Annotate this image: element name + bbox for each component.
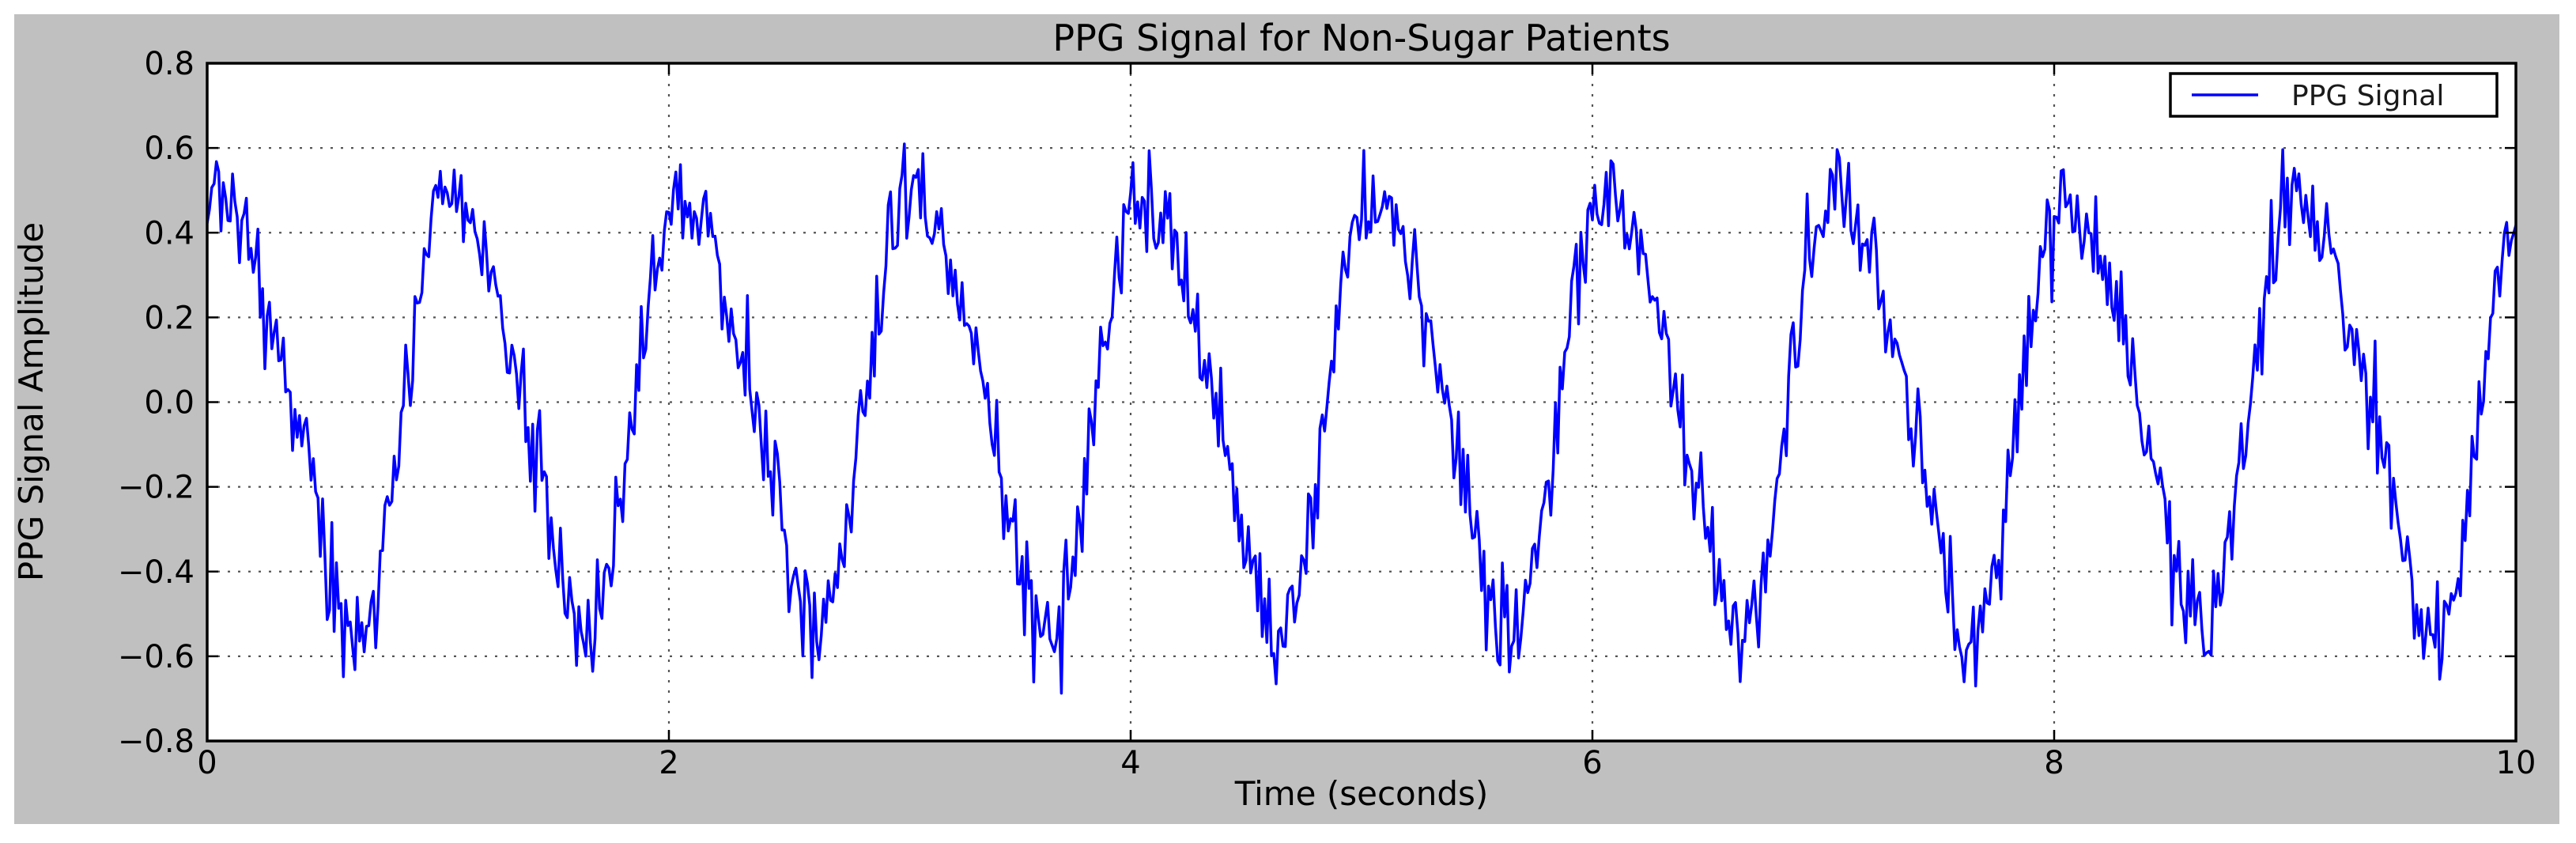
y-tick-label: 0.8 — [144, 46, 195, 82]
y-tick-label: −0.4 — [118, 554, 195, 591]
y-tick-label: −0.2 — [118, 470, 195, 506]
y-tick-label: −0.8 — [118, 724, 195, 760]
ppg-signal-line — [207, 142, 2516, 695]
legend: PPG Signal — [2169, 72, 2499, 118]
x-axis-label: Time (seconds) — [1234, 774, 1489, 813]
x-tick-label: 8 — [2044, 745, 2064, 781]
x-tick-label: 4 — [1120, 745, 1140, 781]
grid-lines — [207, 63, 2516, 741]
y-tick-label: 0.2 — [144, 300, 195, 336]
y-tick-label: −0.6 — [118, 639, 195, 675]
legend-label: PPG Signal — [2291, 80, 2444, 112]
axis-ticks — [206, 62, 2517, 743]
x-tick-label: 2 — [659, 745, 678, 781]
y-tick-label: 0.6 — [144, 130, 195, 167]
y-tick-label: 0.0 — [144, 385, 195, 422]
y-tick-label: 0.4 — [144, 215, 195, 251]
x-tick-label: 6 — [1582, 745, 1602, 781]
x-tick-label: 0 — [197, 745, 217, 781]
chart-title: PPG Signal for Non-Sugar Patients — [1052, 17, 1670, 59]
plot-area — [207, 63, 2516, 741]
signal-group — [207, 142, 2516, 695]
y-axis-label: PPG Signal Amplitude — [12, 222, 51, 581]
x-tick-label: 10 — [2496, 745, 2536, 781]
x-tick-labels: 0 2 4 6 8 10 — [197, 745, 2536, 781]
y-tick-labels: 0.8 0.6 0.4 0.2 0.0 −0.2 −0.4 −0.6 −0.8 — [118, 46, 195, 760]
